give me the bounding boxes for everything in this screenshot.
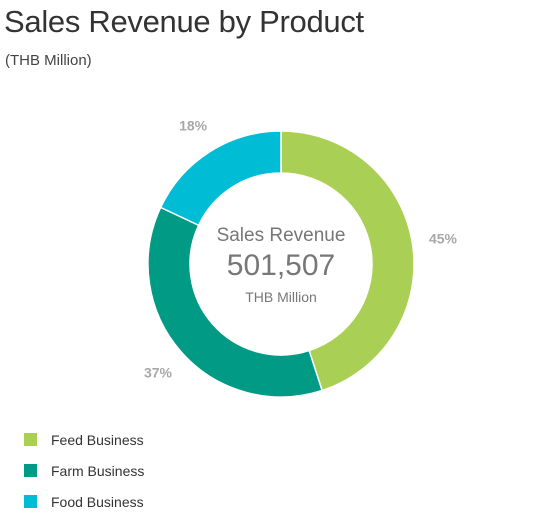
legend-label: Farm Business [51,462,145,479]
legend-swatch [24,464,37,477]
slice-label-feed-business: 45% [429,230,458,246]
slice-labels: 45% 37% 18% [144,118,458,381]
legend-item-feed-business: Feed Business [24,424,144,455]
center-unit: THB Million [245,289,317,305]
donut-chart: 45% 37% 18% Sales Revenue 501,507 THB Mill… [144,118,458,398]
donut-slices [147,130,415,398]
legend-label: Food Business [51,493,144,510]
slice-food-business [159,130,282,227]
slice-label-food-business: 18% [179,118,208,134]
center-value: 501,507 [227,249,335,282]
legend-item-food-business: Food Business [24,486,144,517]
chart-title: Sales Revenue by Product [4,4,364,39]
center-label: Sales Revenue [217,225,346,246]
legend: Feed Business Farm Business Food Busines… [24,424,144,517]
slice-feed-business [280,130,415,392]
legend-swatch [24,495,37,508]
slice-farm-business [147,206,324,398]
slice-label-farm-business: 37% [144,364,173,380]
legend-swatch [24,433,37,446]
chart-subtitle: (THB Million) [5,52,92,69]
legend-item-farm-business: Farm Business [24,455,144,486]
legend-label: Feed Business [51,431,144,448]
